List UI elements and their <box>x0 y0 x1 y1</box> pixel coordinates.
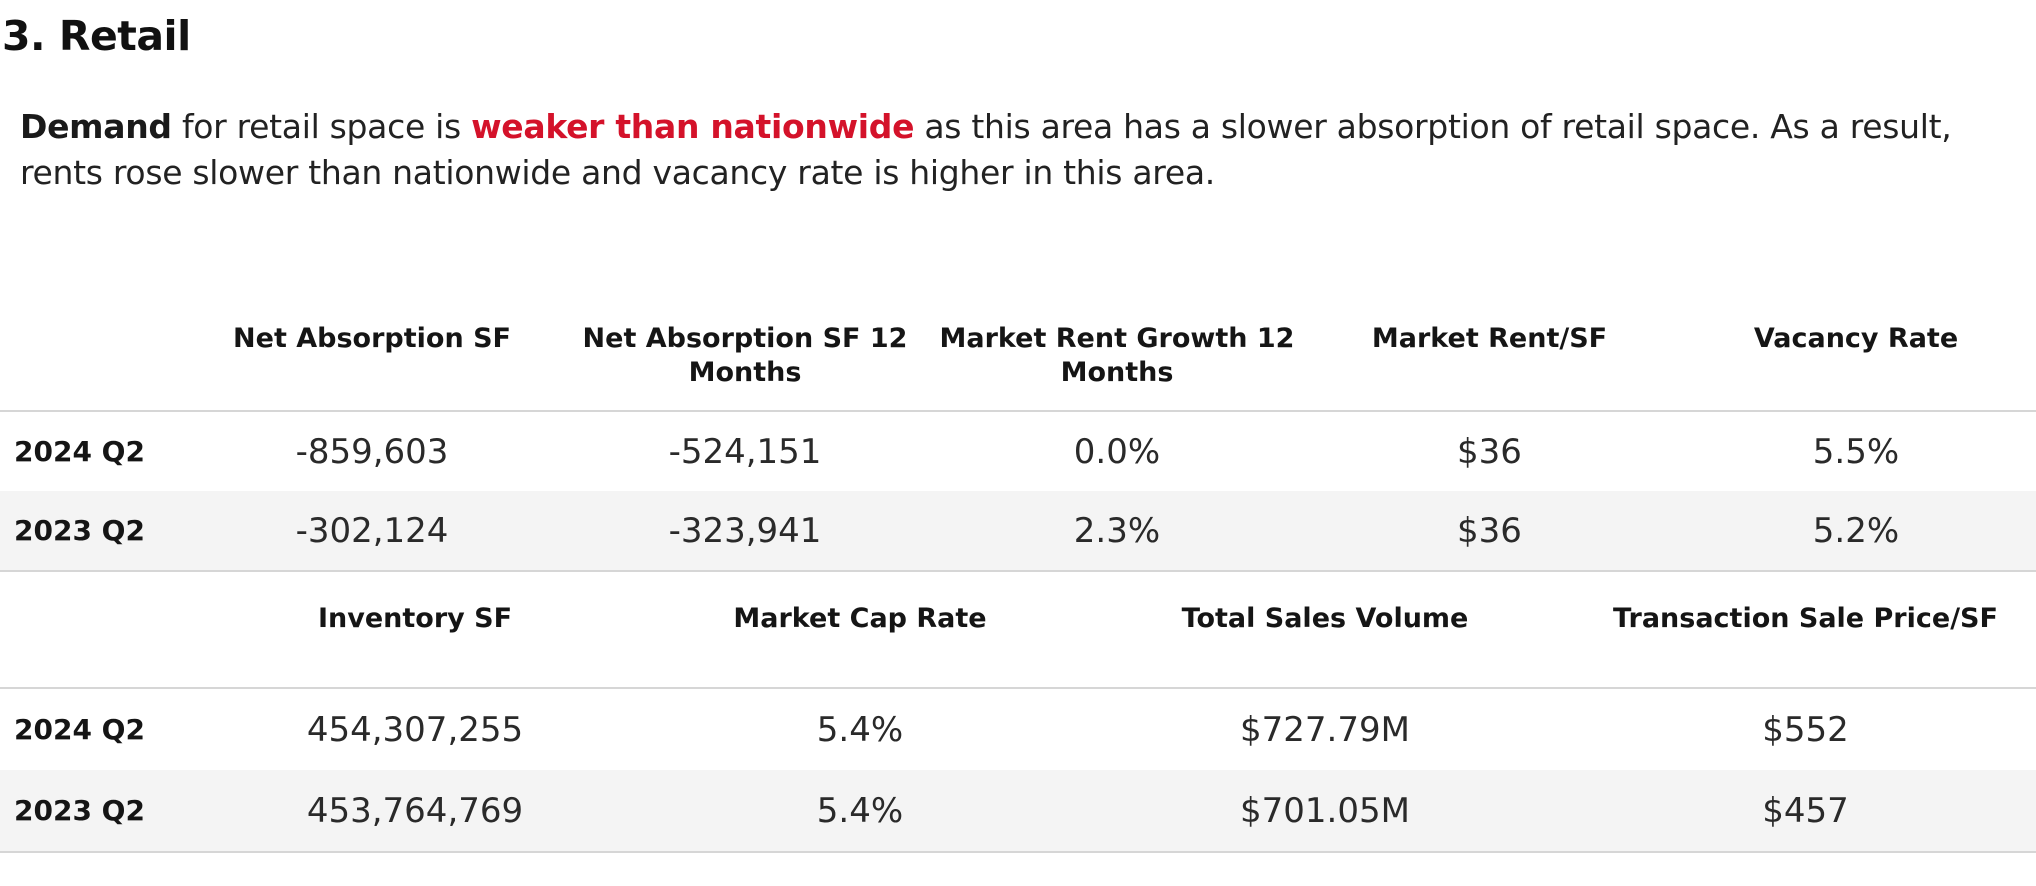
column-header-net-absorption-12m: Net Absorption SF 12 Months <box>582 323 908 388</box>
table-cell: 453,764,769 <box>306 790 524 831</box>
table-cell: 2.3% <box>1073 510 1161 551</box>
row-label: 2024 Q2 <box>14 713 145 746</box>
table-cell: $552 <box>1762 709 1849 750</box>
summary-paragraph: Demand for retail space is weaker than n… <box>20 104 2030 196</box>
column-header-sales-volume: Total Sales Volume <box>1181 603 1469 634</box>
row-label: 2023 Q2 <box>14 794 145 827</box>
section-title: 3. Retail <box>2 12 191 60</box>
summary-text-1: for retail space is <box>171 107 472 146</box>
column-header-net-absorption: Net Absorption SF <box>233 323 511 354</box>
table-cell: -859,603 <box>295 431 449 472</box>
column-header-vacancy-rate: Vacancy Rate <box>1753 323 1959 354</box>
summary-lead: Demand <box>20 107 172 146</box>
table-header-row: Inventory SF Market Cap Rate Total Sales… <box>0 594 2036 688</box>
table-cell: $36 <box>1457 431 1522 472</box>
table-cell: 5.4% <box>816 790 904 831</box>
table-cell: -323,941 <box>668 510 822 551</box>
column-header-inventory: Inventory SF <box>317 603 513 634</box>
table-row: 2023 Q2 453,764,769 5.4% $701.05M $457 <box>0 770 2036 852</box>
column-header-rent-growth: Market Rent Growth 12 Months <box>939 323 1295 388</box>
table-row: 2024 Q2 454,307,255 5.4% $727.79M $552 <box>0 688 2036 770</box>
table-cell: 454,307,255 <box>306 709 524 750</box>
table-cell: 5.2% <box>1812 510 1900 551</box>
summary-text-2: as this area has a slower absorption of … <box>20 107 1952 192</box>
summary-highlight: weaker than nationwide <box>471 107 915 146</box>
row-label: 2023 Q2 <box>14 514 145 547</box>
table-cell: 5.5% <box>1812 431 1900 472</box>
column-header-blank <box>0 318 185 411</box>
retail-inventory-table: Inventory SF Market Cap Rate Total Sales… <box>0 594 2036 853</box>
table-header-row: Net Absorption SF Net Absorption SF 12 M… <box>0 318 2036 411</box>
table-cell: -524,151 <box>668 431 822 472</box>
table-cell: $36 <box>1457 510 1522 551</box>
table-cell: 0.0% <box>1073 431 1161 472</box>
table-cell: $727.79M <box>1240 709 1410 750</box>
table-cell: $457 <box>1762 790 1849 831</box>
table-cell: 5.4% <box>816 709 904 750</box>
column-header-blank <box>0 594 185 688</box>
table-row: 2023 Q2 -302,124 -323,941 2.3% $36 5.2% <box>0 491 2036 571</box>
table-row: 2024 Q2 -859,603 -524,151 0.0% $36 5.5% <box>0 411 2036 491</box>
column-header-sale-price: Transaction Sale Price/SF <box>1613 603 1998 634</box>
column-header-market-rent: Market Rent/SF <box>1371 323 1608 354</box>
row-label: 2024 Q2 <box>14 435 145 468</box>
table-cell: -302,124 <box>295 510 449 551</box>
retail-demand-table: Net Absorption SF Net Absorption SF 12 M… <box>0 318 2036 572</box>
column-header-cap-rate: Market Cap Rate <box>733 603 987 634</box>
table-cell: $701.05M <box>1240 790 1410 831</box>
